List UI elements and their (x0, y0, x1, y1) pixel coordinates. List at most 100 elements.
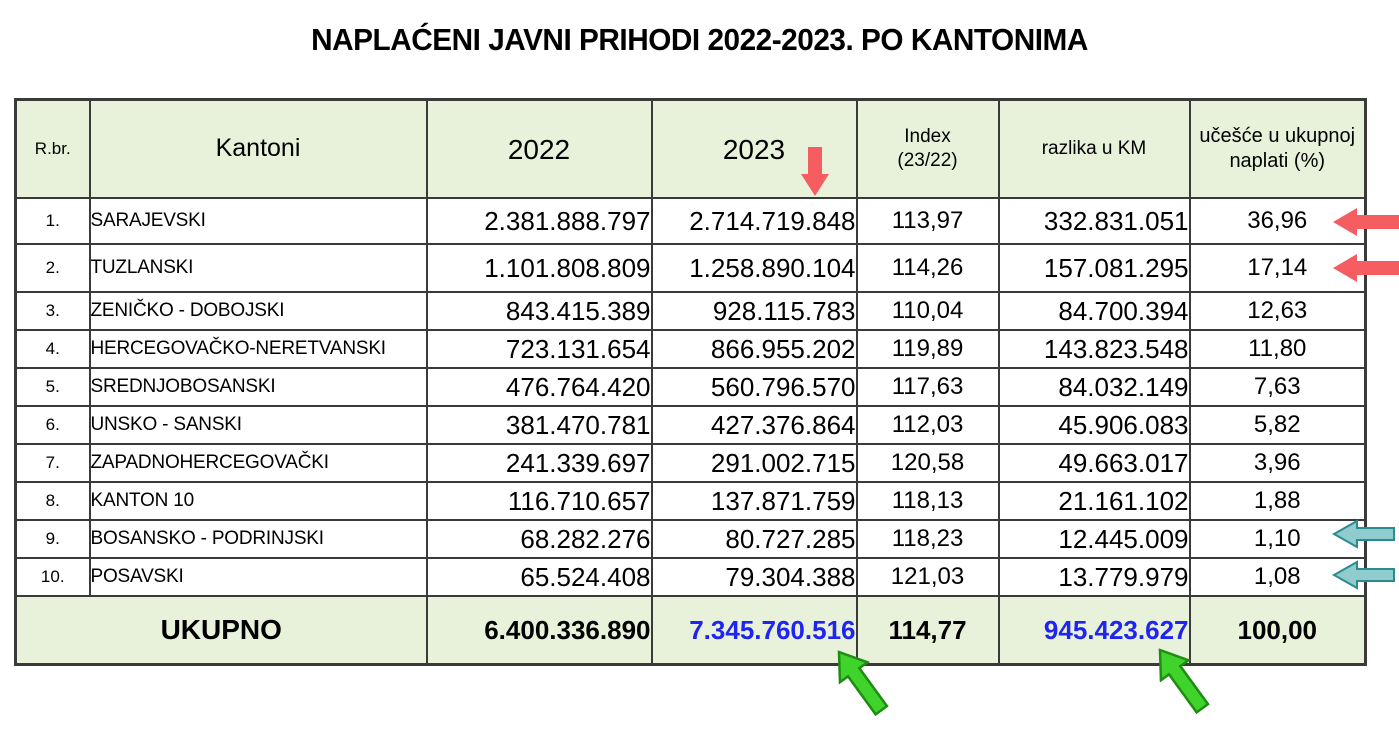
value-index: 121,03 (855, 557, 1000, 597)
table-row: 9. BOSANSKO - PODRINJSKI 68.282.276 80.7… (14, 519, 1367, 559)
value-razlika: 332.831.051 (997, 197, 1191, 245)
total-index: 114,77 (855, 595, 1000, 666)
value-index: 120,58 (855, 443, 1000, 483)
value-index: 112,03 (855, 405, 1000, 445)
value-ucesce: 1,10 (1188, 519, 1367, 559)
kanton-name: ZAPADNOHERCEGOVAČKI (88, 443, 428, 483)
value-2023: 291.002.715 (650, 443, 858, 483)
value-ucesce: 12,63 (1188, 291, 1367, 331)
kanton-name: HERCEGOVAČKO-NERETVANSKI (88, 329, 428, 369)
kanton-name: ZENIČKO - DOBOJSKI (88, 291, 428, 331)
value-2022: 65.524.408 (425, 557, 653, 597)
table-row: 4. HERCEGOVAČKO-NERETVANSKI 723.131.654 … (14, 329, 1367, 369)
total-ucesce: 100,00 (1188, 595, 1367, 666)
value-razlika: 13.779.979 (997, 557, 1191, 597)
value-ucesce: 5,82 (1188, 405, 1367, 445)
value-razlika: 21.161.102 (997, 481, 1191, 521)
header-ucesce-line1: učešće u ukupnoj (1199, 125, 1356, 147)
total-razlika: 945.423.627 (997, 595, 1191, 666)
value-razlika: 84.700.394 (997, 291, 1191, 331)
value-ucesce: 3,96 (1188, 443, 1367, 483)
header-rbr: R.br. (14, 98, 91, 199)
value-2022: 1.101.808.809 (425, 243, 653, 293)
value-razlika: 143.823.548 (997, 329, 1191, 369)
row-number: 8. (14, 481, 91, 521)
row-number: 3. (14, 291, 91, 331)
kanton-name: SREDNJOBOSANSKI (88, 367, 428, 407)
table-row: 7. ZAPADNOHERCEGOVAČKI 241.339.697 291.0… (14, 443, 1367, 483)
total-2022: 6.400.336.890 (425, 595, 653, 666)
kanton-name: SARAJEVSKI (88, 197, 428, 245)
value-ucesce: 7,63 (1188, 367, 1367, 407)
value-2023: 79.304.388 (650, 557, 858, 597)
value-index: 118,23 (855, 519, 1000, 559)
header-index: Index (23/22) (855, 98, 1000, 199)
table-row: 8. KANTON 10 116.710.657 137.871.759 118… (14, 481, 1367, 521)
value-razlika: 84.032.149 (997, 367, 1191, 407)
header-2023-label: 2023 (722, 133, 786, 165)
row-number: 7. (14, 443, 91, 483)
value-razlika: 12.445.009 (997, 519, 1191, 559)
value-ucesce: 1,08 (1188, 557, 1367, 597)
header-kantoni: Kantoni (88, 98, 428, 199)
table-row: 10. POSAVSKI 65.524.408 79.304.388 121,0… (14, 557, 1367, 597)
value-2022: 723.131.654 (425, 329, 653, 369)
kanton-name: TUZLANSKI (88, 243, 428, 293)
row-number: 5. (14, 367, 91, 407)
value-2022: 68.282.276 (425, 519, 653, 559)
value-ucesce: 17,14 (1188, 243, 1367, 293)
kanton-name: BOSANSKO - PODRINJSKI (88, 519, 428, 559)
row-number: 2. (14, 243, 91, 293)
value-2023: 866.955.202 (650, 329, 858, 369)
value-index: 119,89 (855, 329, 1000, 369)
table-row: 2. TUZLANSKI 1.101.808.809 1.258.890.104… (14, 243, 1367, 293)
total-2023: 7.345.760.516 (650, 595, 858, 666)
row-number: 9. (14, 519, 91, 559)
header-index-line2: (23/22) (897, 150, 958, 171)
value-2022: 843.415.389 (425, 291, 653, 331)
table-row: 3. ZENIČKO - DOBOJSKI 843.415.389 928.11… (14, 291, 1367, 331)
table-row: 1. SARAJEVSKI 2.381.888.797 2.714.719.84… (14, 197, 1367, 245)
page-title: NAPLAĆENI JAVNI PRIHODI 2022-2023. PO KA… (311, 22, 1088, 57)
value-razlika: 49.663.017 (997, 443, 1191, 483)
value-index: 118,13 (855, 481, 1000, 521)
value-2023: 427.376.864 (650, 405, 858, 445)
header-2022: 2022 (425, 98, 653, 199)
value-2023: 928.115.783 (650, 291, 858, 331)
value-ucesce: 1,88 (1188, 481, 1367, 521)
header-2023: 2023 (650, 98, 858, 199)
row-number: 4. (14, 329, 91, 369)
total-row: UKUPNO 6.400.336.890 7.345.760.516 114,7… (14, 595, 1367, 666)
header-ucesce: učešće u ukupnoj naplati (%) (1188, 98, 1367, 199)
value-2022: 2.381.888.797 (425, 197, 653, 245)
table-row: 6. UNSKO - SANSKI 381.470.781 427.376.86… (14, 405, 1367, 445)
value-index: 117,63 (855, 367, 1000, 407)
value-2023: 1.258.890.104 (650, 243, 858, 293)
value-index: 113,97 (855, 197, 1000, 245)
kanton-name: UNSKO - SANSKI (88, 405, 428, 445)
value-2022: 476.764.420 (425, 367, 653, 407)
value-2023: 80.727.285 (650, 519, 858, 559)
value-ucesce: 36,96 (1188, 197, 1367, 245)
value-2022: 381.470.781 (425, 405, 653, 445)
header-razlika: razlika u KM (997, 98, 1191, 199)
value-index: 110,04 (855, 291, 1000, 331)
row-number: 1. (14, 197, 91, 245)
revenues-table: R.br. Kantoni 2022 2023 Index (23/22) ra… (14, 98, 1367, 666)
total-label: UKUPNO (14, 595, 428, 666)
value-2022: 116.710.657 (425, 481, 653, 521)
kanton-name: KANTON 10 (88, 481, 428, 521)
table-header-row: R.br. Kantoni 2022 2023 Index (23/22) ra… (14, 98, 1367, 199)
row-number: 6. (14, 405, 91, 445)
value-2022: 241.339.697 (425, 443, 653, 483)
value-index: 114,26 (855, 243, 1000, 293)
row-number: 10. (14, 557, 91, 597)
header-ucesce-line2: naplati (%) (1229, 150, 1326, 172)
value-2023: 560.796.570 (650, 367, 858, 407)
table-row: 5. SREDNJOBOSANSKI 476.764.420 560.796.5… (14, 367, 1367, 407)
kanton-name: POSAVSKI (88, 557, 428, 597)
value-2023: 2.714.719.848 (650, 197, 858, 245)
value-2023: 137.871.759 (650, 481, 858, 521)
value-razlika: 157.081.295 (997, 243, 1191, 293)
value-ucesce: 11,80 (1188, 329, 1367, 369)
